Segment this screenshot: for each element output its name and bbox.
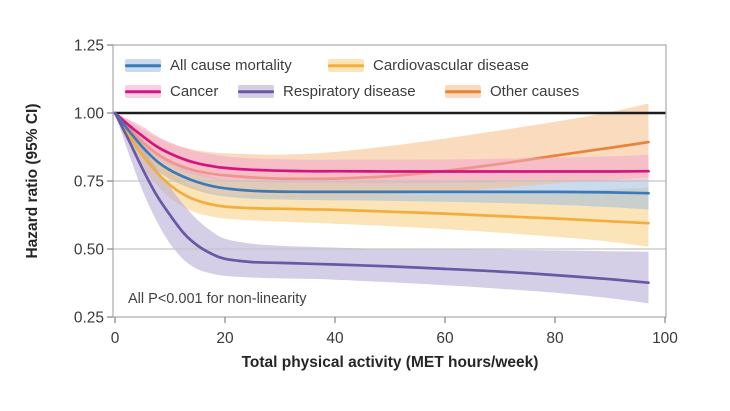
y-tick-label: 1.25: [74, 38, 104, 55]
legend-label-respiratory: Respiratory disease: [283, 83, 416, 100]
legend-label-all-cause: All cause mortality: [170, 57, 292, 74]
ci-band-3: [115, 113, 649, 304]
legend-item-cancer: Cancer: [125, 84, 218, 99]
x-tick-label: 20: [216, 330, 234, 347]
x-tick-label: 0: [111, 330, 120, 347]
hazard-curve-1: [113, 111, 650, 225]
axis-tick-labels-layer: 0 20 40 60 80 100 1.25 1.00 0.75 0.50 0.25: [74, 38, 678, 348]
nonlinearity-annotation: All P<0.001 for non-linearity: [128, 291, 307, 307]
legend-item-cardiovascular-disease: Cardiovascular disease: [328, 58, 529, 73]
legend-label-cancer: Cancer: [170, 83, 219, 100]
y-tick-label: 1.00: [74, 106, 105, 123]
hazard-curve-2: [113, 111, 650, 173]
ci-band-2: [115, 113, 649, 184]
hazard-curve-3: [113, 111, 650, 285]
x-tick-label: 100: [652, 330, 678, 347]
legend-label-cardiovascular: Cardiovascular disease: [373, 57, 529, 74]
x-tick-label: 40: [326, 330, 344, 347]
y-axis-title: Hazard ratio (95% CI): [24, 103, 41, 259]
legend-swatch-respiratory: [238, 85, 274, 98]
axis-ticks-layer: [107, 44, 666, 323]
legend-item-all-cause-mortality: All cause mortality: [125, 58, 292, 73]
legend-item-respiratory-disease: Respiratory disease: [238, 84, 416, 99]
x-axis-title: Total physical activity (MET hours/week): [241, 354, 539, 371]
hazard-curves-layer: [113, 111, 650, 285]
hazard-curve-0: [113, 111, 650, 195]
ci-band-1: [115, 113, 649, 247]
legend-swatch-other-causes: [445, 85, 481, 98]
y-tick-label: 0.75: [74, 174, 104, 191]
y-tick-label: 0.25: [74, 310, 104, 327]
x-tick-label: 80: [546, 330, 564, 347]
legend-item-other-causes: Other causes: [445, 84, 579, 99]
legend-swatch-cancer: [125, 85, 161, 98]
legend-swatch-cardiovascular: [328, 59, 364, 72]
x-tick-label: 60: [436, 330, 454, 347]
legend-label-other-causes: Other causes: [490, 83, 580, 100]
legend-swatch-all-cause: [125, 59, 161, 72]
y-tick-label: 0.50: [74, 242, 105, 259]
confidence-bands-layer: [113, 103, 650, 304]
